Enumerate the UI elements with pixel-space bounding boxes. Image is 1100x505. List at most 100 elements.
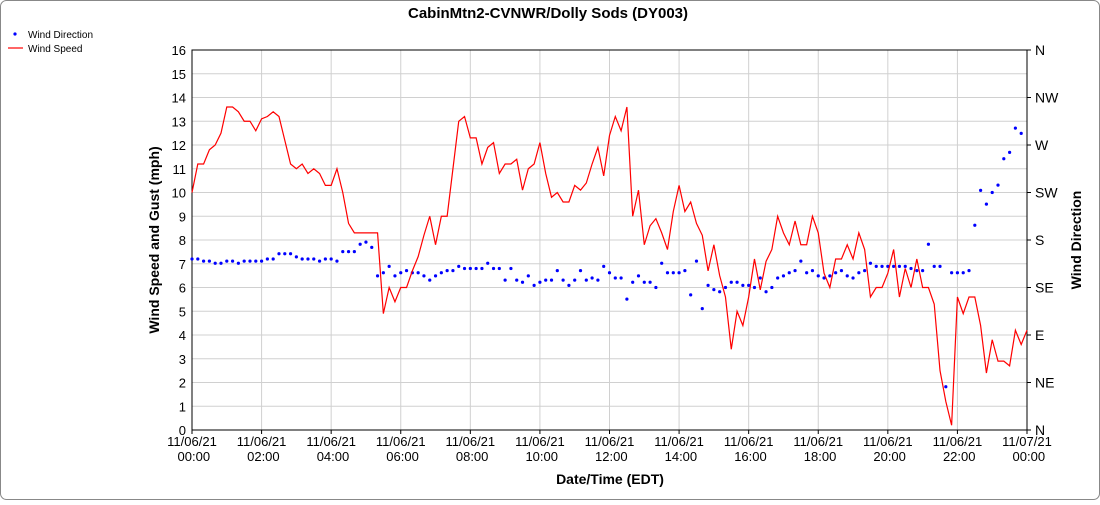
wind-direction-point: [451, 269, 455, 273]
x-axis-label: Date/Time (EDT): [556, 471, 664, 487]
wind-direction-point: [358, 242, 362, 246]
wind-direction-point: [399, 271, 403, 275]
wind-direction-point: [851, 276, 855, 280]
wind-direction-point: [625, 297, 629, 301]
wind-direction-point: [341, 250, 345, 254]
wind-direction-point: [596, 278, 600, 282]
wind-direction-point: [590, 276, 594, 280]
wind-direction-point: [787, 271, 791, 275]
wind-direction-point: [619, 276, 623, 280]
y-tick-label: 4: [179, 328, 186, 343]
wind-direction-point: [683, 269, 687, 273]
wind-direction-point: [503, 278, 507, 282]
wind-direction-point: [416, 271, 420, 275]
wind-direction-point: [805, 271, 809, 275]
wind-direction-point: [265, 257, 269, 261]
wind-direction-point: [254, 259, 258, 263]
wind-direction-point: [874, 264, 878, 268]
wind-direction-point: [857, 271, 861, 275]
y-tick-label: 0: [179, 423, 186, 438]
x-tick-label: 11/06/21 14:00: [654, 434, 704, 464]
wind-direction-point: [961, 271, 965, 275]
wind-direction-point: [561, 278, 565, 282]
y-tick-label: 16: [172, 43, 186, 58]
y2-tick-label: NW: [1035, 90, 1059, 106]
wind-direction-point: [457, 264, 461, 268]
y2-tick-label: N: [1035, 422, 1045, 438]
wind-direction-point: [694, 259, 699, 263]
wind-direction-point: [700, 307, 704, 311]
wind-direction-point: [764, 290, 768, 294]
wind-direction-point: [271, 257, 275, 261]
x-tick-label: 11/06/21 12:00: [585, 434, 635, 464]
wind-direction-point: [317, 259, 322, 263]
wind-direction-point: [213, 261, 217, 265]
wind-direction-point: [346, 250, 351, 254]
wind-direction-point: [294, 255, 298, 259]
wind-direction-point: [770, 285, 774, 290]
wind-direction-point: [752, 285, 757, 290]
wind-direction-point: [433, 274, 438, 278]
y2-tick-label: NE: [1035, 375, 1054, 391]
wind-direction-point: [497, 266, 501, 271]
y-tick-label: 11: [173, 162, 187, 177]
wind-direction-point: [816, 274, 820, 278]
wind-direction-point: [950, 271, 954, 275]
wind-direction-point: [631, 280, 635, 284]
wind-direction-point: [955, 271, 960, 275]
wind-direction-point: [979, 188, 983, 192]
wind-direction-point: [671, 271, 675, 275]
wind-direction-point: [892, 264, 896, 268]
legend-marker: [13, 32, 17, 36]
wind-direction-point: [758, 276, 762, 280]
y2-tick-label: W: [1035, 137, 1049, 153]
wind-direction-point: [364, 240, 368, 244]
wind-direction-point: [984, 202, 989, 206]
legend-label: Wind Speed: [28, 44, 82, 55]
wind-direction-point: [370, 245, 374, 249]
y2-tick-label: N: [1035, 42, 1045, 58]
wind-direction-point: [642, 280, 646, 284]
wind-direction-point: [219, 261, 223, 265]
y-tick-label: 3: [179, 352, 186, 367]
wind-direction-point: [1019, 131, 1023, 135]
plot-frame: [191, 49, 1028, 431]
x-tick-label: 11/06/21 10:00: [515, 434, 565, 464]
x-tick-label: 11/06/21 00:00: [167, 434, 217, 464]
chart-title: CabinMtn2-CVNWR/Dolly Sods (DY003): [408, 5, 688, 22]
y-tick-label: 7: [179, 257, 186, 272]
wind-direction-point: [283, 252, 287, 256]
wind-direction-point: [486, 261, 490, 265]
wind-direction-point: [468, 266, 472, 271]
wind-direction-point: [538, 280, 542, 284]
wind-direction-point: [712, 288, 716, 292]
wind-direction-point: [1013, 126, 1018, 130]
wind-direction-point: [277, 252, 281, 256]
wind-direction-point: [474, 266, 478, 271]
wind-direction-point: [201, 259, 206, 263]
wind-direction-point: [248, 259, 252, 263]
wind-direction-point: [921, 269, 925, 273]
wind-direction-point: [462, 266, 467, 271]
wind-direction-point: [1008, 150, 1012, 154]
y-tick-label: 1: [179, 399, 186, 414]
wind-direction-point: [839, 269, 844, 273]
wind-direction-point: [967, 269, 971, 273]
wind-direction-point: [822, 276, 826, 280]
wind-direction-point: [422, 274, 426, 278]
wind-direction-point: [810, 269, 815, 273]
wind-direction-point: [654, 285, 658, 290]
wind-direction-point: [520, 280, 525, 284]
wind-direction-point: [445, 269, 449, 273]
wind-direction-point: [381, 271, 385, 275]
wind-direction-point: [207, 259, 211, 263]
wind-direction-point: [573, 278, 577, 282]
wind-direction-point: [242, 259, 246, 263]
wind-direction-point: [602, 264, 606, 268]
wind-direction-point: [306, 257, 310, 261]
y-tick-label: 14: [172, 91, 186, 106]
wind-direction-point: [926, 242, 931, 246]
x-tick-label: 11/06/21 22:00: [933, 434, 983, 464]
